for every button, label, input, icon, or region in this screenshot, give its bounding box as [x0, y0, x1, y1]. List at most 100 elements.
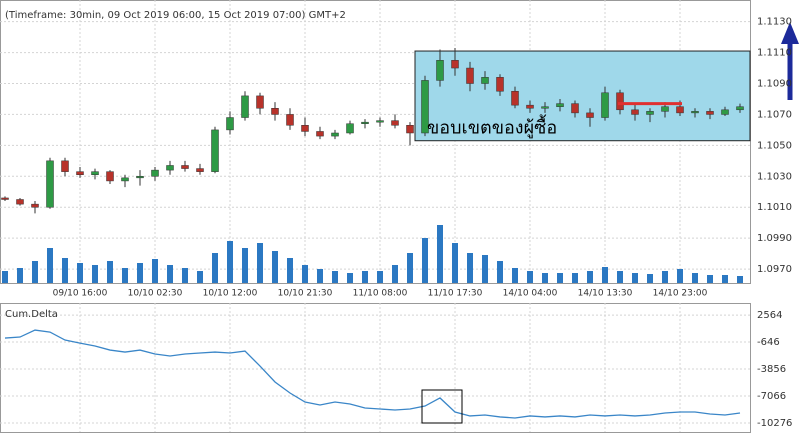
candle-body	[586, 112, 594, 118]
y-tick-label: 1.1110	[757, 48, 792, 59]
volume-bar	[542, 273, 548, 283]
candle-body	[496, 77, 504, 92]
volume-bar	[17, 268, 23, 283]
up-arrow	[781, 22, 799, 100]
volume-bar	[422, 238, 428, 283]
volume-bar	[257, 243, 263, 283]
volume-bar	[182, 268, 188, 283]
x-tick-label: 09/10 16:00	[53, 289, 108, 299]
candle-body	[166, 165, 174, 171]
delta-tick-label: -7066	[757, 391, 786, 402]
candle-body	[226, 117, 234, 131]
x-tick-label: 10/10 12:00	[203, 289, 258, 299]
volume-bar	[452, 243, 458, 283]
buyer-zone	[414, 50, 751, 142]
candle-body	[211, 129, 219, 172]
candle-body	[406, 125, 414, 134]
candle-body	[436, 60, 444, 81]
volume-bar	[527, 271, 533, 283]
y-tick-label: 1.0970	[757, 264, 792, 275]
volume-bar	[197, 271, 203, 283]
candle-body	[1, 197, 9, 200]
candle-body	[736, 106, 744, 111]
x-tick-label: 14/10 23:00	[653, 289, 708, 299]
volume-bar	[737, 276, 743, 283]
candle-body	[121, 177, 129, 182]
candle-body	[136, 176, 144, 179]
candle-body	[421, 80, 429, 134]
volume-bar	[62, 258, 68, 283]
candle-body	[676, 106, 684, 114]
candle-body	[271, 108, 279, 115]
delta-highlight	[421, 389, 463, 424]
candle-body	[376, 120, 384, 123]
candle-body	[691, 111, 699, 114]
candle-body	[571, 103, 579, 114]
volume-bar	[557, 273, 563, 283]
volume-bar	[32, 261, 38, 283]
volume-bar	[572, 273, 578, 283]
mark-layer: ขอบเขตของผู้ซื้อ	[1, 47, 751, 419]
volume-bar	[677, 269, 683, 283]
x-tick-label: 11/10 17:30	[428, 289, 483, 299]
y-tick-label: 1.1050	[757, 140, 792, 151]
y-tick-label: 1.1070	[757, 109, 792, 120]
volume-bar	[107, 261, 113, 283]
candle-body	[601, 92, 609, 118]
volume-bar	[512, 268, 518, 283]
candle-body	[541, 106, 549, 109]
delta-title: Cum.Delta	[5, 309, 58, 320]
candle-body	[196, 168, 204, 172]
volume-bar	[392, 265, 398, 283]
candle-body	[721, 109, 729, 115]
candle-body	[31, 203, 39, 208]
volume-bar	[377, 271, 383, 283]
volume-bar	[212, 253, 218, 283]
candle-body	[241, 95, 249, 118]
y-tick-label: 1.0990	[757, 233, 792, 244]
candle-body	[706, 111, 714, 115]
delta-tick-label: -646	[757, 337, 780, 348]
volume-bar	[347, 273, 353, 283]
price-panel	[0, 0, 751, 284]
candle-body	[76, 171, 84, 175]
volume-bar	[467, 253, 473, 283]
volume-bar	[332, 271, 338, 283]
y-tick-label: 1.1090	[757, 79, 792, 90]
x-tick-label: 10/10 21:30	[278, 289, 333, 299]
volume-bar	[437, 225, 443, 283]
volume-bar	[617, 271, 623, 283]
volume-bar	[662, 271, 668, 283]
delta-panel	[0, 303, 751, 433]
candle-body	[556, 103, 564, 107]
candle-body	[646, 111, 654, 115]
volume-bar	[482, 255, 488, 283]
candle-body	[511, 90, 519, 106]
volume-bar	[242, 248, 248, 283]
volume-bar	[692, 273, 698, 283]
delta-tick-label: -3856	[757, 364, 786, 375]
volume-bar	[137, 263, 143, 283]
delta-line	[4, 329, 741, 419]
zone-label: ขอบเขตของผู้ซื้อ	[427, 115, 557, 139]
volume-bar	[287, 258, 293, 283]
volume-bar	[77, 263, 83, 283]
candle-body	[61, 160, 69, 172]
volume-bar	[227, 241, 233, 283]
candle-body	[391, 120, 399, 126]
volume-bar	[362, 271, 368, 283]
arrow-head	[781, 22, 799, 44]
candle-body	[481, 77, 489, 84]
candle-body	[331, 132, 339, 137]
volume-bar	[122, 268, 128, 283]
candle-body	[151, 169, 159, 177]
candle-body	[451, 60, 459, 69]
volume-bar	[722, 275, 728, 283]
volume-bar	[647, 274, 653, 283]
volume-bar	[587, 271, 593, 283]
volume-bar	[2, 271, 8, 283]
volume-bar	[602, 267, 608, 283]
volume-bar	[407, 253, 413, 283]
candle-body	[91, 171, 99, 175]
